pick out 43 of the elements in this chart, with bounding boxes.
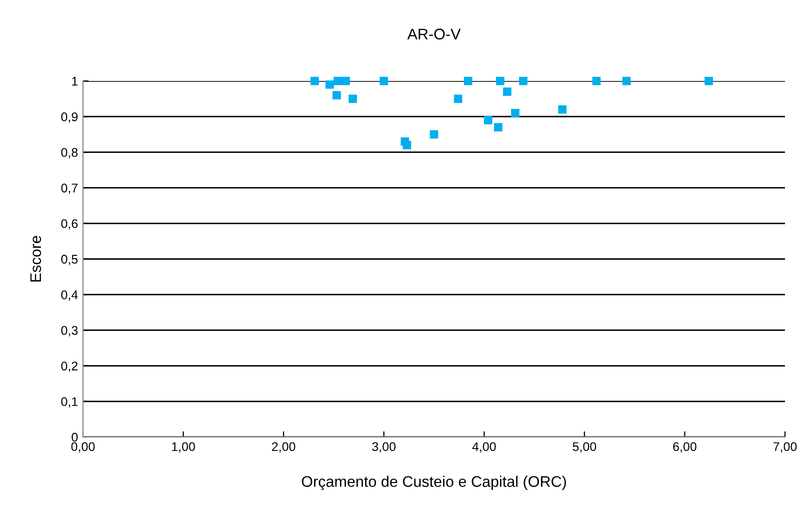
point (454, 94, 462, 103)
point (342, 76, 350, 86)
point (334, 76, 342, 86)
y-tick-label: 0,8 (61, 148, 78, 158)
y-tick-label: 1 (72, 76, 78, 86)
point (496, 76, 504, 86)
x-tick-label: 4,00 (472, 442, 496, 453)
point (310, 76, 319, 86)
x-axis-title: Orçamento de Custeio e Capital (ORC) (302, 476, 566, 490)
y-tick-label: 0,9 (61, 112, 78, 123)
x-tick-label: 5,00 (572, 442, 596, 453)
point (704, 76, 713, 86)
point (430, 130, 438, 139)
point (464, 76, 472, 86)
x-tick-label: 3,00 (372, 442, 396, 453)
y-tick-label: 0,1 (61, 397, 78, 408)
point (380, 76, 388, 86)
chart-title: AR-O-V (407, 28, 461, 40)
point (511, 108, 520, 118)
point (348, 94, 357, 103)
x-tick-label: 2,00 (272, 442, 296, 453)
y-tick-label: 0,5 (61, 254, 78, 266)
point (326, 80, 334, 89)
y-tick-label: 0,7 (61, 184, 78, 194)
point (558, 105, 567, 114)
y-tick-label: 0,4 (61, 290, 78, 301)
x-tick-label: 1,00 (172, 442, 195, 453)
y-tick-label: 0,3 (61, 326, 78, 336)
y-tick-label: 0,2 (61, 362, 78, 372)
point (503, 88, 512, 96)
x-tick-label: 7,00 (773, 442, 797, 453)
y-axis-title: Escore (30, 236, 42, 282)
x-tick-label: 0,00 (71, 442, 95, 453)
point (592, 76, 601, 86)
point (402, 140, 412, 150)
point (519, 76, 528, 86)
point (484, 116, 492, 124)
y-tick-label: 0 (72, 432, 78, 442)
y-tick-label: 0,6 (61, 219, 78, 230)
point (622, 76, 631, 86)
point (332, 91, 341, 100)
point (494, 123, 502, 132)
x-tick-label: 6,00 (673, 442, 696, 453)
